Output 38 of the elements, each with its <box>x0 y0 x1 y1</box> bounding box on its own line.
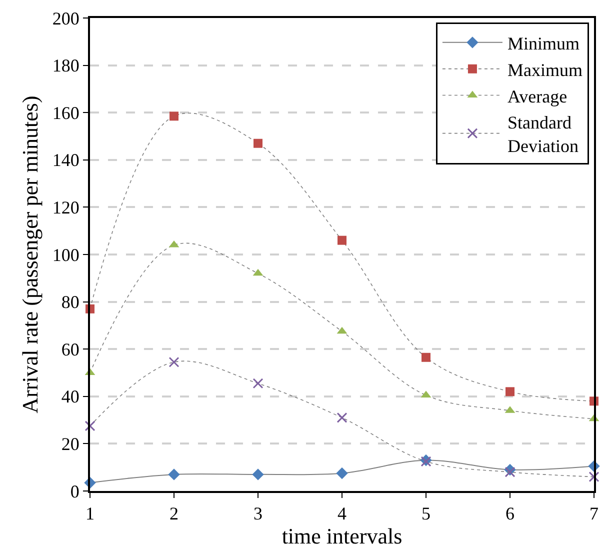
legend-label: Minimum <box>507 33 580 54</box>
x-axis-title: time intervals <box>282 524 402 549</box>
y-tick-label: 200 <box>52 8 80 28</box>
point <box>504 466 516 478</box>
y-tick-label: 40 <box>61 386 80 407</box>
y-tick-label: 160 <box>52 102 80 123</box>
y-tick-label: 60 <box>61 339 80 360</box>
point <box>252 468 264 480</box>
y-tick-label: 180 <box>52 56 80 76</box>
point <box>336 467 348 480</box>
point <box>254 138 262 148</box>
legend-label: Standard Deviation <box>507 112 578 156</box>
x-tick-label: 3 <box>254 504 262 524</box>
y-tick-label: 80 <box>61 292 80 312</box>
point <box>170 112 178 121</box>
point <box>168 468 180 480</box>
x-tick-label: 4 <box>338 504 346 524</box>
x-tick-label: 5 <box>422 504 430 524</box>
x-tick-label: 1 <box>86 504 94 524</box>
x-tick-label: 7 <box>590 504 598 524</box>
point <box>252 378 264 389</box>
y-tick-label: 100 <box>52 244 80 265</box>
point <box>588 472 600 482</box>
x-tick-label: 6 <box>506 504 514 524</box>
legend-label: Maximum <box>507 60 582 80</box>
y-axis-title: Arrival rate (passenger per minutes) <box>18 96 43 414</box>
x-tick-label: 2 <box>170 504 178 524</box>
y-tick-label: 0 <box>70 481 80 502</box>
y-tick-label: 120 <box>52 198 80 218</box>
point <box>168 356 180 368</box>
point <box>336 412 348 423</box>
point <box>338 236 346 245</box>
y-tick-label: 140 <box>52 150 80 170</box>
y-tick-label: 20 <box>61 434 80 454</box>
point <box>506 387 514 396</box>
legend-label: Average <box>507 86 568 106</box>
point <box>422 352 430 362</box>
point <box>84 420 96 432</box>
